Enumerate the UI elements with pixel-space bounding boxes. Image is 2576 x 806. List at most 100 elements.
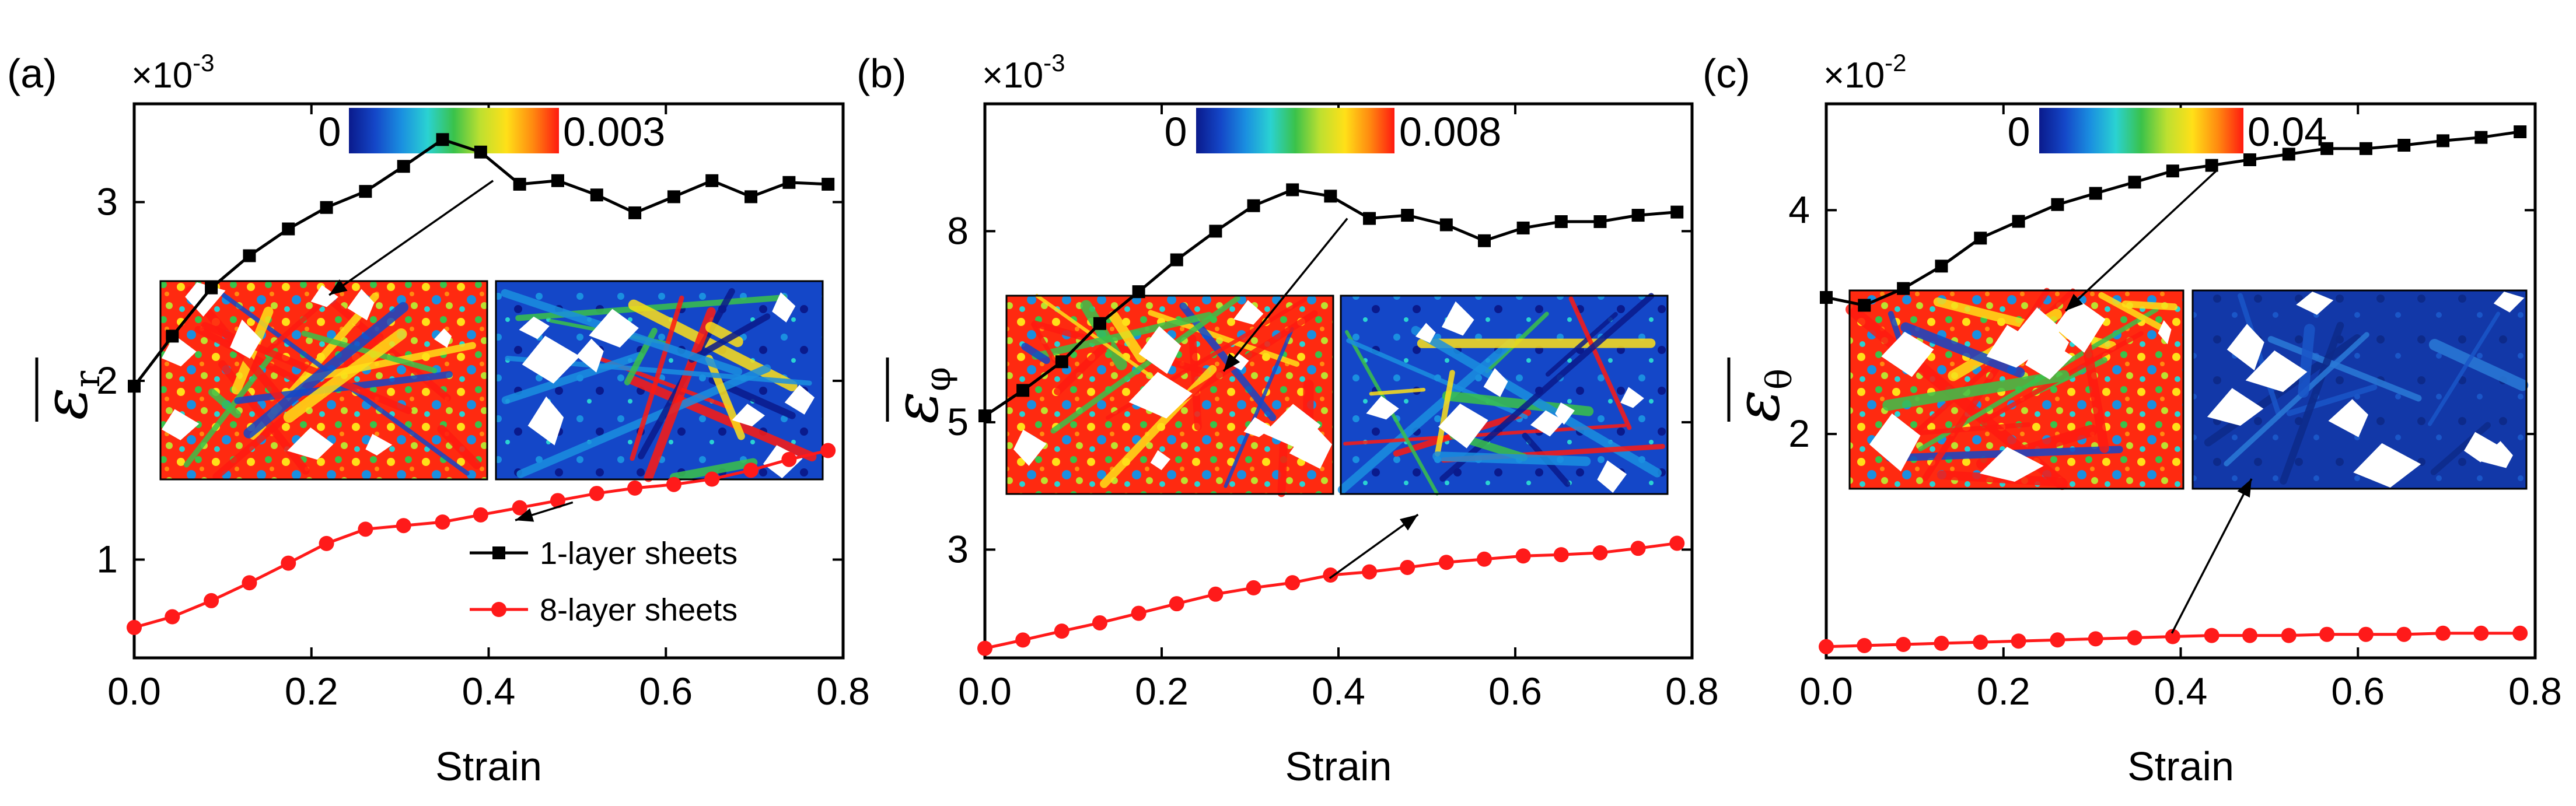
- data-point-8-layer: [435, 514, 450, 530]
- data-point-8-layer: [1973, 635, 1988, 650]
- inset-streak: [1109, 310, 1147, 363]
- data-point-8-layer: [1246, 580, 1261, 595]
- inset-arrowhead: [1399, 514, 1418, 531]
- x-tick-label: 0.0: [958, 670, 1012, 713]
- inset-void: [1263, 404, 1321, 450]
- inset-streak: [1050, 295, 1240, 434]
- inset-streak: [1021, 342, 1050, 365]
- inset-void: [434, 328, 452, 348]
- inset-1-layer-strain-map: [1005, 294, 1334, 497]
- inset-streak: [1080, 300, 1127, 370]
- y-axis-symbol: εθ: [1722, 369, 1800, 422]
- y-tick-label: 2: [1788, 412, 1810, 455]
- data-point-8-layer: [2088, 631, 2103, 647]
- x-tick-label: 0.0: [1799, 670, 1853, 713]
- data-point-8-layer: [1169, 596, 1184, 612]
- inset-void: [1013, 429, 1047, 466]
- data-point-8-layer: [2435, 625, 2451, 641]
- data-point-1-layer: [1132, 285, 1145, 299]
- x-tick-label: 0.6: [1488, 670, 1542, 713]
- inset-void: [1620, 387, 1644, 408]
- y-axis-title: εφ: [880, 358, 959, 424]
- y-tick-label: 5: [947, 400, 969, 443]
- data-point-8-layer: [1400, 559, 1415, 575]
- data-point-1-layer: [1554, 215, 1568, 229]
- data-point-1-layer: [128, 380, 141, 393]
- data-point-1-layer: [1247, 199, 1260, 212]
- inset-8-layer-strain-map: [2191, 289, 2529, 490]
- inset-streak: [627, 375, 817, 462]
- data-point-8-layer: [242, 575, 257, 591]
- y-axis-subscript: φ: [918, 367, 959, 391]
- data-point-8-layer: [1553, 547, 1569, 563]
- data-point-1-layer: [1286, 183, 1299, 197]
- data-point-8-layer: [2512, 625, 2528, 641]
- series-line-1-layer: [1826, 130, 2521, 307]
- inset-void: [2245, 350, 2308, 393]
- y-tick-label: 3: [96, 180, 118, 223]
- inset-void: [2207, 388, 2264, 426]
- data-point-1-layer: [551, 174, 564, 187]
- inset-frame: [1848, 289, 2184, 490]
- inset-arrowhead: [2237, 478, 2252, 498]
- series-line-8-layer: [984, 541, 1677, 650]
- inset-1-layer-strain-map: [1846, 288, 2184, 490]
- data-point-1-layer: [1897, 282, 1910, 295]
- data-point-8-layer: [512, 500, 527, 516]
- colorbar: [1196, 108, 1394, 153]
- inset-void: [162, 335, 197, 367]
- exponent-power: -3: [193, 49, 214, 76]
- x-tick-label: 0.0: [107, 670, 161, 713]
- inset-arrow: [1222, 218, 1348, 372]
- data-point-1-layer: [782, 176, 796, 189]
- inset-void: [287, 427, 334, 460]
- data-point-8-layer: [743, 462, 759, 478]
- inset-streak: [669, 458, 758, 482]
- data-point-1-layer: [628, 206, 642, 219]
- inset-streak: [2428, 339, 2529, 391]
- panel-label: (c): [1703, 51, 1750, 96]
- data-point-8-layer: [820, 443, 836, 458]
- data-point-8-layer: [1669, 535, 1685, 551]
- x-tick-label: 0.8: [2508, 670, 2562, 713]
- data-point-1-layer: [1820, 291, 1833, 304]
- inset-streak: [2267, 336, 2422, 402]
- legend-marker-8-layer: [491, 602, 506, 617]
- colorbar-min-label: 0: [2008, 109, 2030, 155]
- inset-void: [2040, 328, 2070, 361]
- y-axis-subscript: θ: [1759, 369, 1800, 390]
- data-point-8-layer: [1896, 636, 1911, 652]
- inset-void: [2227, 324, 2264, 371]
- x-tick-label: 0.4: [2154, 670, 2208, 713]
- x-axis-title: Strain: [2127, 744, 2234, 789]
- inset-streak: [644, 307, 716, 482]
- data-point-1-layer: [1209, 225, 1222, 238]
- inset-arrow: [2170, 478, 2253, 634]
- panel-label: (a): [7, 51, 57, 96]
- inset-void: [365, 433, 393, 456]
- inset-streak: [1545, 312, 1618, 377]
- inset-streak: [1432, 451, 1591, 467]
- inset-void: [2464, 432, 2499, 462]
- inset-streak: [630, 295, 684, 461]
- x-tick-label: 0.2: [1977, 670, 2030, 713]
- inset-streak: [705, 355, 745, 440]
- inset-streak: [1054, 339, 1112, 395]
- data-point-1-layer: [705, 174, 719, 187]
- data-point-1-layer: [1401, 209, 1414, 222]
- data-point-1-layer: [2282, 148, 2295, 161]
- inset-arrow: [328, 180, 494, 296]
- inset-streak: [1369, 387, 1426, 396]
- data-point-1-layer: [745, 190, 758, 204]
- inset-void: [527, 396, 564, 446]
- data-point-8-layer: [1515, 548, 1531, 564]
- inset-arrowhead: [329, 279, 348, 295]
- inset-8-layer-strain-map: [495, 280, 824, 482]
- data-point-8-layer: [1438, 555, 1454, 570]
- data-point-8-layer: [781, 451, 797, 467]
- data-point-8-layer: [1819, 639, 1834, 654]
- data-point-1-layer: [2012, 215, 2025, 228]
- legend-marker-1-layer: [492, 546, 505, 559]
- data-point-1-layer: [359, 185, 372, 198]
- inset-streak: [2430, 422, 2491, 475]
